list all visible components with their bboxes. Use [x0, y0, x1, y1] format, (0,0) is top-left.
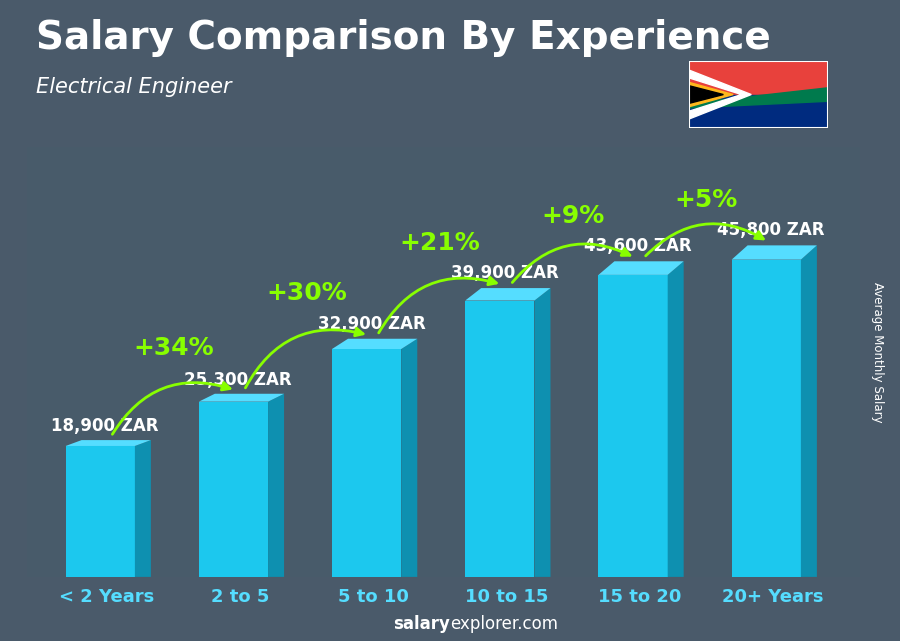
Polygon shape	[688, 85, 724, 103]
Text: 45,800 ZAR: 45,800 ZAR	[717, 221, 824, 238]
Text: +21%: +21%	[400, 231, 480, 254]
Text: +9%: +9%	[541, 204, 605, 228]
Polygon shape	[732, 246, 817, 260]
Polygon shape	[401, 338, 418, 577]
Polygon shape	[465, 301, 535, 577]
Polygon shape	[688, 70, 752, 119]
Text: Average Monthly Salary: Average Monthly Salary	[871, 282, 884, 423]
Text: +34%: +34%	[133, 337, 213, 360]
Text: +5%: +5%	[674, 188, 738, 212]
Text: 25,300 ZAR: 25,300 ZAR	[184, 370, 292, 388]
Polygon shape	[668, 262, 684, 577]
Text: Salary Comparison By Experience: Salary Comparison By Experience	[36, 19, 770, 57]
Polygon shape	[801, 246, 817, 577]
Polygon shape	[199, 402, 268, 577]
Text: explorer.com: explorer.com	[450, 615, 558, 633]
Polygon shape	[732, 260, 801, 577]
Polygon shape	[598, 275, 668, 577]
Polygon shape	[688, 88, 828, 108]
Polygon shape	[66, 440, 151, 446]
Text: Electrical Engineer: Electrical Engineer	[36, 77, 231, 97]
Text: 43,600 ZAR: 43,600 ZAR	[584, 237, 692, 255]
Polygon shape	[135, 440, 151, 577]
Polygon shape	[688, 94, 828, 128]
Polygon shape	[598, 262, 684, 275]
Polygon shape	[332, 338, 418, 349]
Text: 18,900 ZAR: 18,900 ZAR	[51, 417, 158, 435]
Polygon shape	[332, 349, 401, 577]
Polygon shape	[199, 394, 284, 402]
Text: 32,900 ZAR: 32,900 ZAR	[318, 315, 426, 333]
Text: salary: salary	[393, 615, 450, 633]
Polygon shape	[688, 82, 734, 107]
Polygon shape	[465, 288, 551, 301]
Polygon shape	[268, 394, 284, 577]
Text: 39,900 ZAR: 39,900 ZAR	[451, 264, 559, 282]
Polygon shape	[688, 61, 828, 94]
Polygon shape	[535, 288, 551, 577]
Text: +30%: +30%	[266, 281, 346, 306]
Polygon shape	[66, 446, 135, 577]
